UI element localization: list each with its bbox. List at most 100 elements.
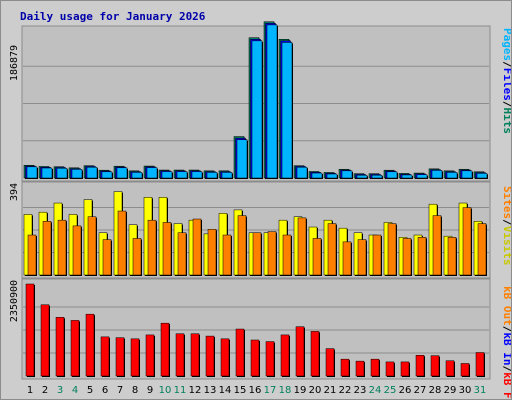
x-tick-label: 23 bbox=[354, 385, 367, 396]
kb-bar-kbf bbox=[25, 283, 35, 377]
x-tick-label: 31 bbox=[474, 385, 487, 396]
visits-bar-sites bbox=[432, 215, 442, 276]
kb-bar-kbf bbox=[145, 334, 155, 377]
kb-legend: kB Out/kB In/kB F bbox=[501, 286, 511, 399]
x-tick-label: 14 bbox=[219, 385, 232, 396]
visits-bar-sites bbox=[402, 238, 412, 276]
kb-bar-kbf bbox=[190, 333, 200, 377]
visits-bar-sites bbox=[477, 223, 487, 276]
legend-kbin: kB In bbox=[501, 332, 511, 365]
visits-bar-sites bbox=[417, 237, 427, 276]
hits-bar-pages bbox=[386, 171, 398, 179]
visits-bar-sites bbox=[312, 238, 322, 276]
legend-pages: Pages bbox=[501, 28, 511, 61]
x-tick-label: 17 bbox=[264, 385, 277, 396]
hits-bar-pages bbox=[371, 174, 383, 179]
hits-bar-pages bbox=[311, 172, 323, 179]
visits-bar-sites bbox=[117, 210, 127, 276]
kb-max-label: 2350900 bbox=[9, 280, 20, 322]
legend-sites: Sites bbox=[501, 186, 511, 219]
visits-bar-sites bbox=[447, 237, 457, 276]
hits-bar-pages bbox=[71, 169, 83, 179]
kb-bar-kbf bbox=[385, 361, 395, 377]
hits-bar-pages bbox=[191, 171, 203, 179]
kb-bar-kbf bbox=[205, 335, 215, 377]
x-tick-label: 11 bbox=[174, 385, 187, 396]
hits-bar-pages bbox=[161, 171, 173, 179]
legend-kbout: kB Out bbox=[501, 286, 511, 326]
hits-bar-pages bbox=[476, 173, 488, 179]
hits-bar-pages bbox=[431, 170, 443, 179]
legend-sep-1: / bbox=[501, 61, 511, 68]
kb-bar-kbf bbox=[160, 322, 170, 377]
legend-hits: Hits bbox=[501, 108, 511, 135]
visits-legend: Sites/Visits bbox=[501, 186, 511, 266]
visits-bar-sites bbox=[387, 223, 397, 276]
hits-bar-pages bbox=[281, 42, 293, 179]
kb-bar-kbf bbox=[310, 331, 320, 377]
x-tick-label: 22 bbox=[339, 385, 352, 396]
x-tick-label: 19 bbox=[294, 385, 307, 396]
x-tick-label: 25 bbox=[384, 385, 397, 396]
x-tick-label: 12 bbox=[189, 385, 202, 396]
x-tick-label: 1 bbox=[27, 385, 33, 396]
visits-bar-sites bbox=[357, 239, 367, 276]
kb-bar-kbf bbox=[295, 326, 305, 377]
x-tick-label: 16 bbox=[249, 385, 262, 396]
kb-bar-kbf bbox=[85, 313, 95, 377]
legend-files: Files bbox=[501, 68, 511, 101]
visits-bar-sites bbox=[87, 216, 97, 276]
visits-bars bbox=[23, 191, 489, 276]
kb-bars bbox=[23, 283, 489, 377]
legend-sep-5: / bbox=[501, 366, 511, 373]
hits-bar-pages bbox=[131, 172, 143, 179]
visits-bar-sites bbox=[267, 231, 277, 276]
hits-bar-pages bbox=[56, 168, 68, 179]
visits-bar-sites bbox=[342, 241, 352, 276]
visits-bar-sites bbox=[237, 215, 247, 276]
kb-bar-kbf bbox=[235, 328, 245, 377]
hits-bar-pages bbox=[116, 167, 128, 179]
kb-bar-kbf bbox=[265, 341, 275, 377]
kb-bar-kbf bbox=[250, 339, 260, 377]
x-tick-label: 29 bbox=[444, 385, 457, 396]
visits-bar-sites bbox=[297, 217, 307, 276]
x-tick-label: 28 bbox=[429, 385, 442, 396]
visits-bar-sites bbox=[222, 234, 232, 276]
hits-bars bbox=[23, 21, 489, 180]
x-tick-label: 27 bbox=[414, 385, 427, 396]
x-tick-label: 7 bbox=[117, 385, 123, 396]
kb-bar-kbf bbox=[430, 355, 440, 377]
kb-bar-kbf bbox=[220, 338, 230, 377]
visits-bar-sites bbox=[57, 219, 67, 276]
visits-bar-sites bbox=[177, 232, 187, 276]
x-tick-label: 9 bbox=[147, 385, 153, 396]
kb-bar-kbf bbox=[325, 348, 335, 377]
hits-bar-pages bbox=[401, 174, 413, 179]
visits-max-label: 394 bbox=[9, 183, 20, 201]
hits-bar-pages bbox=[146, 167, 158, 179]
hits-bar-pages bbox=[41, 167, 53, 179]
kb-bar-kbf bbox=[400, 361, 410, 377]
visits-bar-sites bbox=[162, 222, 172, 276]
hits-bar-pages bbox=[326, 173, 338, 179]
hits-bar-pages bbox=[26, 166, 38, 179]
visits-bar-sites bbox=[462, 207, 472, 276]
x-tick-label: 20 bbox=[309, 385, 322, 396]
x-tick-label: 30 bbox=[459, 385, 472, 396]
legend-visits: Visits bbox=[501, 226, 511, 266]
visits-bar-sites bbox=[102, 239, 112, 276]
hits-bar-pages bbox=[266, 24, 278, 179]
hits-bar-pages bbox=[251, 40, 263, 179]
legend-sep-2: / bbox=[501, 101, 511, 108]
kb-bar-kbf bbox=[70, 320, 80, 377]
hits-bar-pages bbox=[416, 174, 428, 179]
x-tick-label: 15 bbox=[234, 385, 247, 396]
legend-sep-4: / bbox=[501, 326, 511, 333]
hits-bar-pages bbox=[206, 172, 218, 179]
kb-bar-kbf bbox=[115, 337, 125, 377]
kb-bar-kbf bbox=[175, 333, 185, 377]
kb-bar-kbf bbox=[100, 336, 110, 377]
